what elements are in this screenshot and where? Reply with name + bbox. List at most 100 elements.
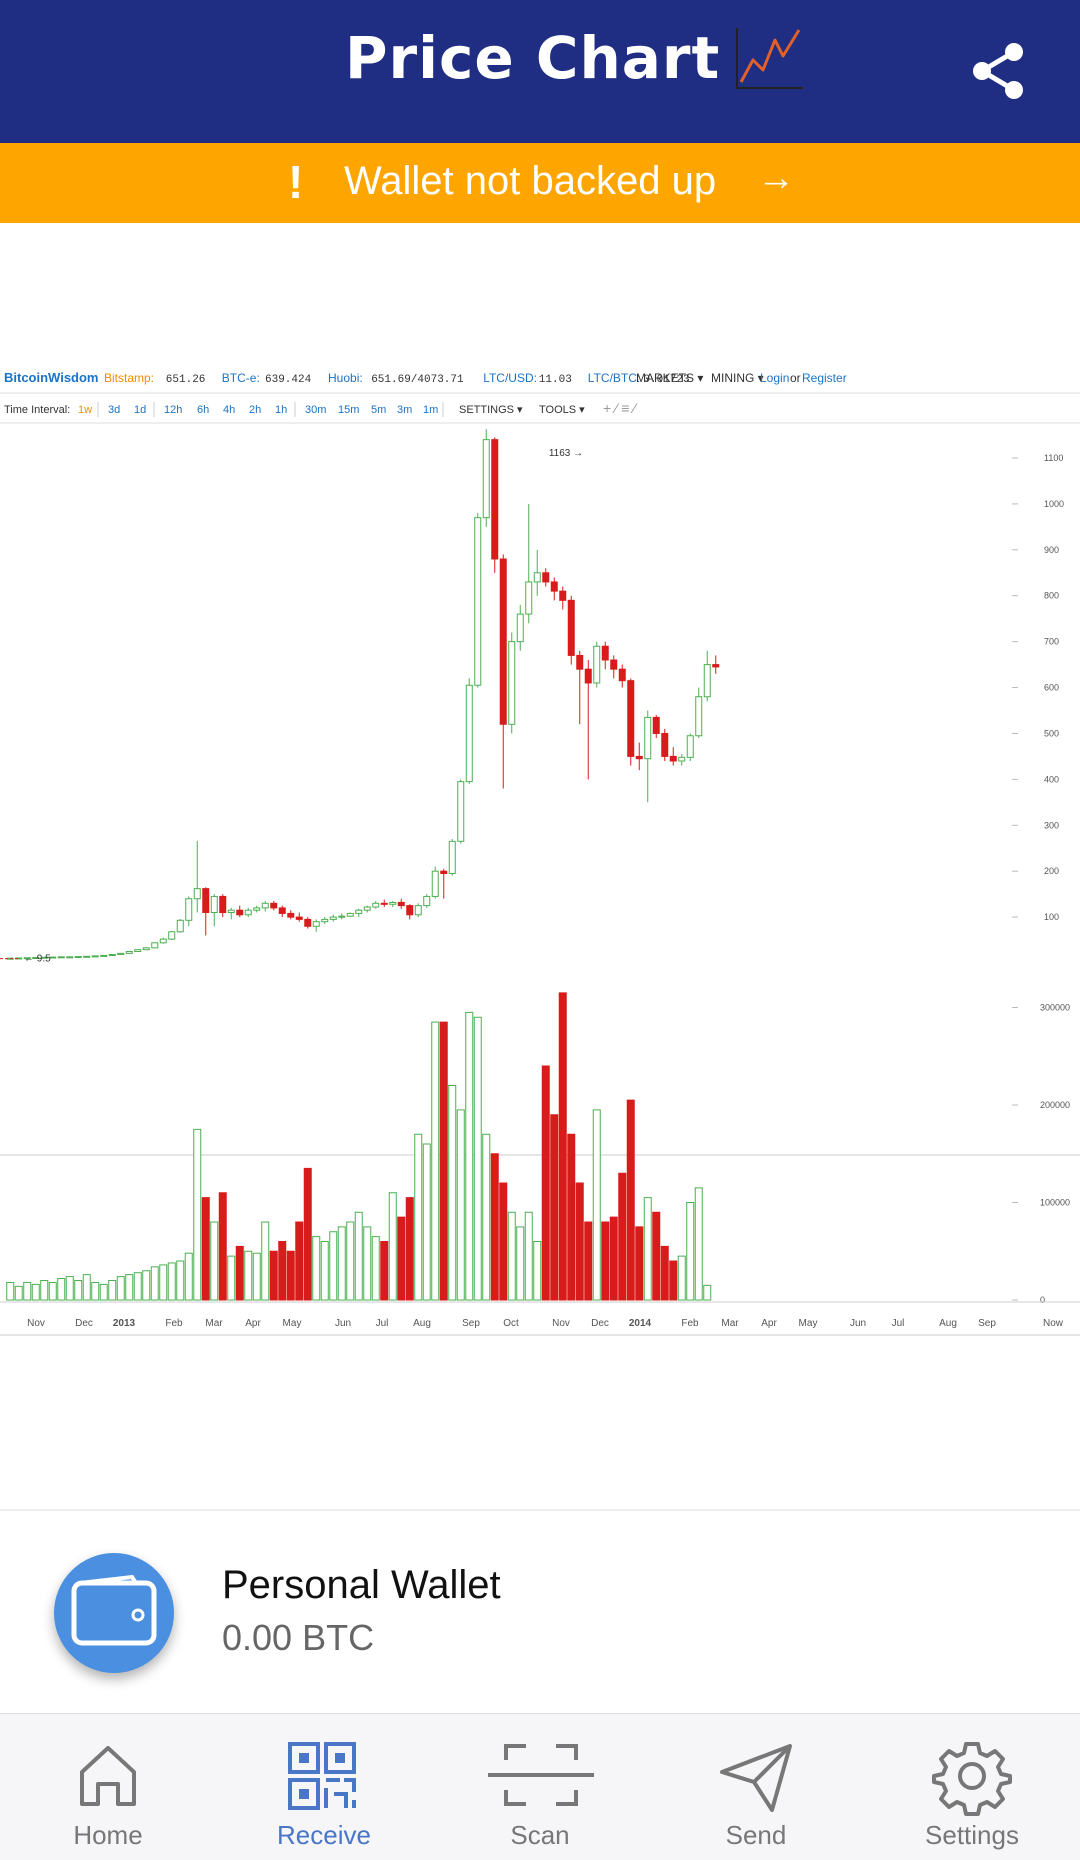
x-axis-label: Apr [761, 1318, 777, 1329]
wallet-balance: 0.00 BTC [222, 1617, 375, 1658]
share-icon[interactable] [968, 40, 1030, 102]
nav-scan[interactable]: Scan [432, 1714, 648, 1860]
candle-body [652, 716, 660, 734]
ticker-value: 651.69/4073.71 [371, 374, 464, 386]
settings-menu: SETTINGS ▾ [459, 404, 523, 416]
candle-body [712, 664, 720, 668]
interval-option: 3m [397, 404, 412, 416]
volume-bar [99, 1283, 108, 1301]
volume-bar [618, 1172, 627, 1301]
nav-home-label: Home [73, 1820, 143, 1850]
volume-bar [380, 1241, 389, 1301]
candle-body [227, 909, 235, 913]
candle-body [134, 949, 142, 953]
volume-bar [312, 1236, 321, 1301]
candle-body [304, 918, 312, 927]
volume-bar [303, 1167, 312, 1301]
interval-option: 6h [197, 404, 209, 416]
candle-body [482, 439, 490, 519]
volume-bar [150, 1266, 159, 1301]
candle-body [32, 956, 40, 959]
candle-body [49, 956, 57, 959]
volume-bar [329, 1231, 338, 1301]
tools-menu: TOOLS ▾ [539, 404, 585, 416]
x-axis-label: Apr [245, 1318, 261, 1329]
volume-bar [320, 1241, 329, 1301]
volume-bar [218, 1192, 227, 1301]
backup-warning-banner[interactable]: ! Wallet not backed up → [0, 143, 1080, 223]
page-title: Price Chart [345, 24, 721, 92]
x-axis-label: Jul [892, 1318, 905, 1329]
x-axis-label: Now [1043, 1318, 1064, 1329]
x-axis-label: Sep [978, 1318, 996, 1329]
candle-body [176, 919, 184, 933]
candle-body [253, 907, 261, 911]
wallet-button[interactable] [54, 1553, 174, 1673]
volume-bar [269, 1250, 278, 1301]
nav-receive[interactable]: Receive [216, 1714, 432, 1860]
volume-bar [337, 1226, 346, 1301]
candle-body [499, 558, 507, 725]
candle-body [440, 870, 448, 874]
nav-home[interactable]: Home [0, 1714, 216, 1860]
volume-bar [397, 1216, 406, 1301]
volume-bar [74, 1280, 83, 1301]
x-axis-label: 2014 [629, 1318, 652, 1329]
time-interval-label: Time Interval: [4, 404, 70, 416]
x-axis-label: 2013 [113, 1318, 136, 1329]
candle-body [117, 952, 125, 956]
candle-body [346, 912, 354, 917]
volume-bar [286, 1250, 295, 1301]
nav-settings[interactable]: Settings [864, 1714, 1080, 1860]
volume-bar [499, 1182, 508, 1301]
volume-bar [176, 1260, 185, 1301]
interval-option: 1h [275, 404, 287, 416]
candle-body [397, 901, 405, 907]
candle-body [448, 840, 456, 874]
volume-bar [167, 1262, 176, 1301]
price-tick-label: 300 [1044, 820, 1059, 830]
section-divider [0, 1509, 1080, 1511]
x-axis-label: May [799, 1318, 818, 1329]
x-axis-label: Feb [165, 1318, 183, 1329]
candle-body [567, 599, 575, 656]
volume-bar [388, 1192, 397, 1301]
x-axis-label: Dec [591, 1318, 609, 1329]
volume-bar [91, 1281, 100, 1301]
volume-bar [244, 1250, 253, 1301]
candle-body [363, 906, 371, 911]
x-axis-label: Jun [335, 1318, 351, 1329]
candle-body [193, 888, 201, 900]
qr-code-icon [288, 1742, 356, 1810]
interval-option: 4h [223, 404, 235, 416]
candle-body [695, 696, 703, 737]
volume-bar [626, 1099, 635, 1301]
volume-bar [354, 1211, 363, 1301]
interval-option: 12h [164, 404, 182, 416]
volume-bar [210, 1221, 219, 1301]
volume-bar [414, 1133, 423, 1301]
volume-bar [82, 1274, 91, 1301]
volume-bar [133, 1272, 142, 1301]
candle-body [338, 915, 346, 918]
nav-send[interactable]: Send [648, 1714, 864, 1860]
volume-bar [686, 1202, 695, 1301]
candle-body [57, 956, 65, 959]
chart-register-link: Register [802, 371, 847, 385]
candle-body [414, 905, 422, 916]
candle-body [686, 735, 694, 758]
volume-bar [558, 992, 567, 1301]
volume-bar [422, 1143, 431, 1301]
x-axis-label: Feb [681, 1318, 699, 1329]
candle-body [355, 909, 363, 914]
wallet-name[interactable]: Personal Wallet [222, 1563, 501, 1607]
volume-bar [108, 1280, 117, 1301]
x-axis-label: Oct [503, 1318, 519, 1329]
interval-option: 15m [338, 404, 359, 416]
candle-body [270, 902, 278, 909]
candle-body [40, 956, 48, 959]
ticker-value: 639.424 [265, 374, 312, 386]
volume-bar [456, 1109, 465, 1301]
ticker-value: 0.01723 [643, 374, 689, 386]
ticker-label: LTC/USD: [483, 371, 537, 385]
